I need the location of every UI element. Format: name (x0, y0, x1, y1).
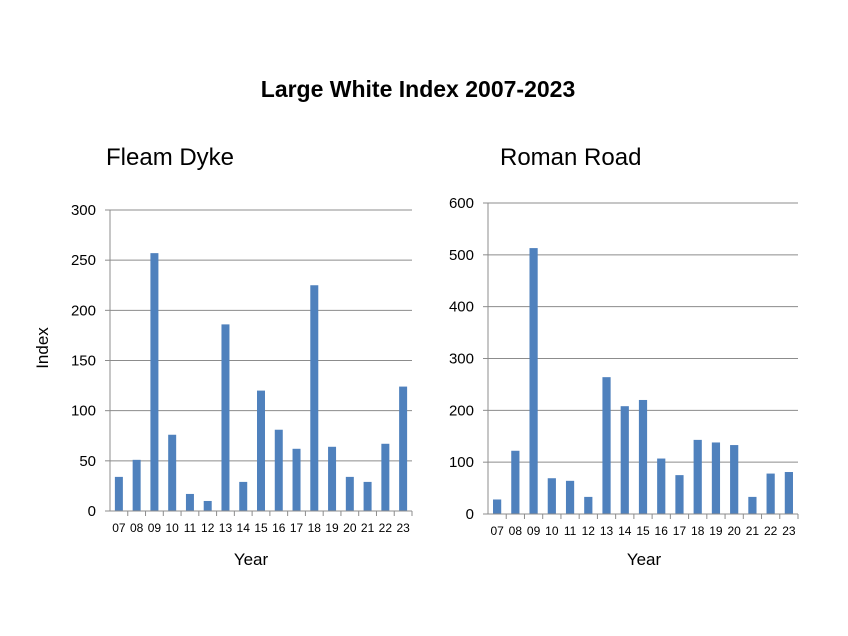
y-axis-label: Index (33, 327, 52, 369)
y-tick-label: 50 (79, 453, 96, 470)
bar (150, 253, 159, 512)
bar (565, 480, 575, 514)
x-tick-label: 22 (379, 521, 393, 535)
x-tick-label: 09 (527, 524, 541, 538)
x-tick-label: 11 (564, 524, 577, 538)
main-title: Large White Index 2007-2023 (260, 76, 576, 102)
y-tick-label: 100 (449, 454, 474, 471)
y-tick-label: 300 (71, 202, 96, 219)
x-tick-label: 12 (201, 521, 215, 535)
x-tick-label: 17 (673, 524, 687, 538)
x-tick-label: 08 (509, 524, 523, 538)
bar (584, 496, 593, 514)
bar (693, 439, 702, 514)
y-tick-label: 300 (449, 351, 474, 368)
x-tick-label: 22 (764, 524, 778, 538)
x-tick-label: 09 (148, 521, 162, 535)
x-tick-label: 12 (582, 524, 596, 538)
x-tick-label: 13 (600, 524, 614, 538)
bar (328, 446, 337, 511)
y-tick-label: 200 (449, 402, 474, 419)
x-tick-label: 10 (545, 524, 559, 538)
chart-title: Fleam Dyke (106, 144, 234, 171)
x-tick-label: 15 (636, 524, 650, 538)
bar (274, 429, 283, 511)
x-tick-label: 19 (325, 521, 339, 535)
bar (730, 445, 739, 514)
bar (748, 496, 757, 514)
bar (239, 481, 248, 511)
y-tick-label: 0 (88, 503, 96, 520)
bar (114, 476, 123, 511)
bar (547, 478, 556, 514)
bar (529, 248, 538, 514)
y-tick-label: 0 (466, 506, 474, 523)
y-tick-label: 500 (449, 247, 474, 264)
bar (363, 481, 372, 511)
y-tick-label: 600 (449, 195, 474, 212)
x-tick-label: 23 (396, 521, 410, 535)
bar (675, 475, 684, 514)
x-tick-label: 14 (237, 521, 251, 535)
bar (257, 390, 265, 511)
bar (620, 406, 629, 514)
bar (132, 459, 141, 511)
x-tick-label: 23 (782, 524, 796, 538)
y-tick-label: 400 (449, 299, 474, 316)
x-axis-label: Year (234, 550, 269, 569)
x-tick-label: 15 (254, 521, 268, 535)
chart-title: Roman Road (500, 144, 641, 171)
x-tick-label: 08 (130, 521, 144, 535)
x-tick-label: 19 (709, 524, 723, 538)
bar (711, 442, 721, 514)
bar (638, 399, 648, 514)
x-tick-label: 07 (112, 521, 126, 535)
bar (399, 386, 408, 511)
x-tick-label: 17 (290, 521, 304, 535)
x-tick-label: 18 (691, 524, 705, 538)
x-tick-label: 20 (343, 521, 357, 535)
bar (766, 473, 775, 514)
x-tick-label: 10 (165, 521, 179, 535)
x-tick-label: 18 (308, 521, 322, 535)
bar (381, 443, 390, 511)
bar (221, 324, 230, 511)
bar (203, 500, 212, 511)
x-tick-label: 21 (361, 521, 375, 535)
x-tick-label: 16 (272, 521, 286, 535)
x-tick-label: 20 (727, 524, 741, 538)
bar (185, 493, 194, 511)
x-tick-label: 21 (746, 524, 760, 538)
x-tick-label: 13 (219, 521, 233, 535)
bar (511, 450, 520, 514)
bar (657, 458, 666, 514)
bar (784, 472, 793, 514)
bar (292, 448, 301, 511)
bar (602, 377, 611, 514)
x-tick-label: 16 (655, 524, 669, 538)
y-tick-label: 100 (71, 403, 96, 420)
bar (345, 476, 354, 511)
y-tick-label: 200 (71, 302, 96, 319)
bar (493, 499, 502, 514)
bar (168, 434, 177, 511)
chart-roman-road: Roman Road 0 100 200 300 400 500 600 07 08 09 10 11 1… (449, 144, 799, 569)
y-tick-label: 250 (71, 252, 96, 269)
chart-fleam-dyke: Fleam Dyke 0 50 100 150 200 250 300 07 08 09 10 11 12… (33, 144, 413, 569)
x-tick-label: 14 (618, 524, 632, 538)
x-tick-label: 11 (184, 521, 197, 535)
x-axis-label: Year (627, 550, 662, 569)
y-tick-label: 150 (71, 353, 96, 370)
bar (310, 285, 319, 511)
x-tick-label: 07 (490, 524, 504, 538)
